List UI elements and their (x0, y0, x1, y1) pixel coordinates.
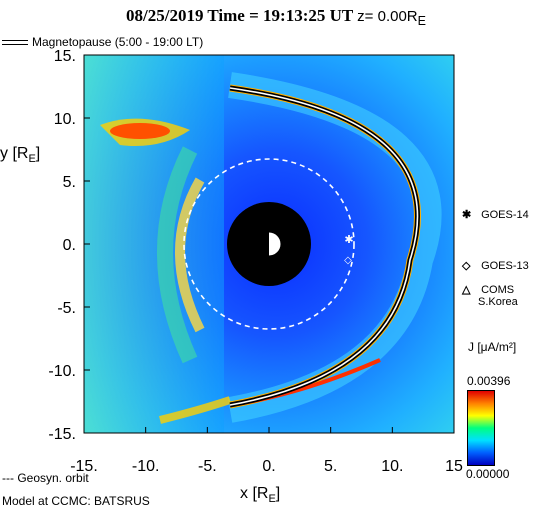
colorbar-max: 0.00396 (467, 374, 511, 388)
geosynchronous-orbit (183, 158, 355, 330)
x-tick-label: -10. (132, 458, 160, 475)
magnetopause-swatch (2, 39, 28, 45)
x-axis: -15. -10. -5. 0. 5. 10. 15 (70, 427, 463, 475)
goes13-legend: ◇ GOES-13 (462, 259, 529, 272)
earth-nightside (257, 232, 269, 256)
lower-flank (159, 396, 232, 424)
y-tick-label: -5. (57, 300, 76, 317)
goes14-legend-marker: ✱ (462, 209, 472, 221)
y-tick-label: -10. (48, 363, 76, 380)
coms-legend-label: COMS (481, 284, 515, 296)
model-credit: Model at CCMC: BATSRUS (2, 494, 150, 508)
y-tick-label: 5. (63, 174, 76, 191)
goes14-legend-label: GOES-14 (481, 209, 529, 221)
magnetopause-legend: Magnetopause (5:00 - 19:00 LT) (2, 35, 203, 49)
x-tick-label: -5. (198, 458, 217, 475)
geosyn-legend: --- Geosyn. orbit (2, 471, 89, 485)
y-tick-label: -15. (48, 426, 76, 443)
x-tick-label: 5. (324, 458, 337, 475)
y-axis: 15. 10. 5. 0. -5. -10. -15. (48, 48, 90, 443)
colorbar (467, 390, 495, 466)
coms-legend-label2: S.Korea (478, 296, 518, 308)
inner-ridge-glow (157, 146, 198, 364)
hot-spot (110, 123, 170, 139)
colorbar-min: 0.00000 (466, 467, 510, 481)
y-tick-label: 10. (54, 111, 76, 128)
coms-legend: △ COMS S.Korea (462, 284, 518, 308)
goes13-legend-marker: ◇ (462, 260, 471, 272)
y-tick-label: 0. (63, 237, 76, 254)
x-axis-label: x [RE] (240, 485, 280, 505)
coms-legend-marker: △ (462, 284, 471, 296)
x-tick-label: 15 (445, 458, 463, 475)
title-time: 08/25/2019 Time = 19:13:25 UT (126, 6, 353, 25)
goes13-legend-label: GOES-13 (481, 260, 529, 272)
magnetopause-legend-label: Magnetopause (5:00 - 19:00 LT) (32, 35, 204, 49)
x-tick-label: -15. (70, 458, 98, 475)
inner-ridge (175, 177, 205, 333)
x-tick-label: 0. (262, 458, 275, 475)
colorbar-title: J [μA/m²] (468, 340, 517, 354)
goes13-marker: ◇ (344, 255, 352, 266)
tail-region (84, 55, 224, 433)
goes14-legend: ✱ GOES-14 (462, 208, 529, 221)
title-z: z= 0.00RE (357, 8, 426, 28)
y-axis-label: y [RE] (0, 145, 40, 165)
plot-area: ✱ ◇ (84, 55, 454, 433)
magnetopause-line-inner (229, 87, 419, 406)
plot-title: 08/25/2019 Time = 19:13:25 UT z= 0.00RE (0, 6, 552, 28)
x-tick-label: 10. (381, 458, 403, 475)
goes14-marker: ✱ (344, 234, 353, 246)
y-tick-label: 15. (54, 48, 76, 65)
